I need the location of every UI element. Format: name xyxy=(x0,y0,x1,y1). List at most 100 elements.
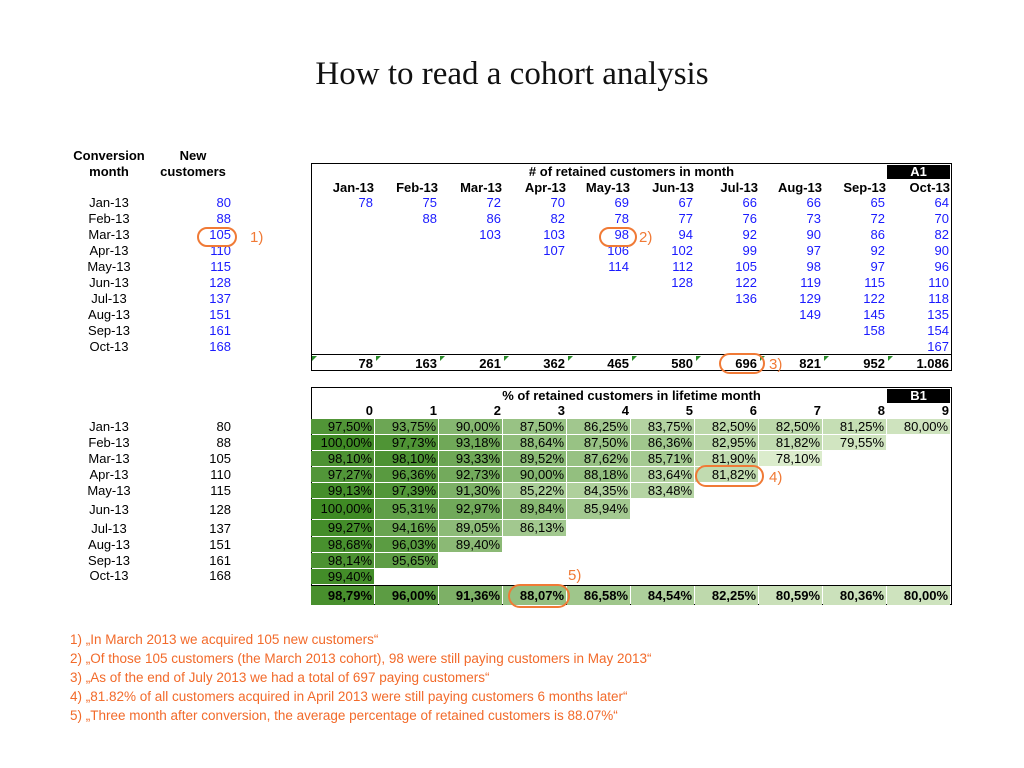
retained-count-cell: 76 xyxy=(742,211,757,226)
retention-percent-cell: 81,82% xyxy=(759,435,822,450)
retention-percent-cell: 92,73% xyxy=(439,467,502,482)
retention-percent-cell: 87,50% xyxy=(567,435,630,450)
retention-percent-cell: 97,39% xyxy=(375,483,438,498)
retained-count-cell: 119 xyxy=(800,275,821,290)
highlight-circle-5 xyxy=(508,584,570,608)
cohort-size-value: 161 xyxy=(209,553,231,568)
retention-percent-cell: 88,18% xyxy=(567,467,630,482)
new-customers-header-text: New customers xyxy=(160,148,226,179)
retention-percent-cell: 92,97% xyxy=(439,499,502,519)
table-a-total-divider xyxy=(311,354,952,355)
retention-percent-cell: 80,00% xyxy=(887,419,950,434)
retained-count-cell: 103 xyxy=(543,227,565,242)
retention-percent-cell: 93,33% xyxy=(439,451,502,466)
table-a-month-header: Feb-13 xyxy=(396,180,438,195)
retained-count-cell: 72 xyxy=(486,195,501,210)
conversion-month-label: Mar-13 xyxy=(88,227,130,242)
table-b-lifetime-header: 7 xyxy=(813,403,821,418)
retention-percent-cell: 97,73% xyxy=(375,435,438,450)
cohort-size-value: 80 xyxy=(216,419,231,434)
cohort-size-value: 115 xyxy=(210,483,231,498)
table-b-average-divider xyxy=(311,585,952,586)
average-retention-cell: 91,36% xyxy=(439,586,502,605)
retained-count-cell: 122 xyxy=(863,291,885,306)
new-customers-value: 80 xyxy=(216,195,231,210)
retained-customers-table xyxy=(311,163,952,371)
retained-count-cell: 122 xyxy=(735,275,757,290)
retained-count-cell: 154 xyxy=(927,323,949,338)
new-customers-value: 161 xyxy=(209,323,231,338)
cohort-size-value: 105 xyxy=(209,451,231,466)
conversion-month-label: Feb-13 xyxy=(88,211,130,226)
retention-percent-cell: 97,50% xyxy=(311,419,374,434)
retention-percent-cell: 83,48% xyxy=(631,483,694,498)
table-b-lifetime-header: 0 xyxy=(365,403,373,418)
error-indicator-icon xyxy=(440,356,445,361)
retained-total-cell: 465 xyxy=(607,356,629,371)
conversion-month-label: May-13 xyxy=(87,259,131,274)
table-a-month-header: Apr-13 xyxy=(524,180,566,195)
retention-percent-cell: 98,10% xyxy=(311,451,374,466)
retained-count-cell: 115 xyxy=(864,275,885,290)
retention-percent-cell: 89,05% xyxy=(439,520,502,536)
retained-count-cell: 86 xyxy=(870,227,885,242)
retained-count-cell: 72 xyxy=(870,211,885,226)
conversion-month-label: Sep-13 xyxy=(88,323,130,338)
table-b-lifetime-header: 6 xyxy=(749,403,757,418)
retained-count-cell: 94 xyxy=(678,227,693,242)
table-b-tag: B1 xyxy=(887,389,950,403)
retained-count-cell: 129 xyxy=(799,291,821,306)
retained-count-cell: 86 xyxy=(486,211,501,226)
cohort-month-label: Mar-13 xyxy=(88,451,130,466)
retention-percent-cell: 96,36% xyxy=(375,467,438,482)
cohort-month-label: Feb-13 xyxy=(88,435,130,450)
retained-total-cell: 163 xyxy=(415,356,437,371)
retention-percent-cell: 98,10% xyxy=(375,451,438,466)
retention-percent-cell: 93,18% xyxy=(439,435,502,450)
retained-count-cell: 99 xyxy=(742,243,757,258)
table-a-tag: A1 xyxy=(887,165,950,179)
retained-count-cell: 82 xyxy=(550,211,565,226)
table-a-month-header: Mar-13 xyxy=(460,180,502,195)
retained-count-cell: 128 xyxy=(671,275,693,290)
retained-count-cell: 98 xyxy=(806,259,821,274)
retention-percent-cell: 91,30% xyxy=(439,483,502,498)
highlight-circle-4 xyxy=(695,465,764,487)
cohort-size-value: 168 xyxy=(209,568,231,583)
table-a-month-header: Jul-13 xyxy=(720,180,758,195)
retained-count-cell: 158 xyxy=(863,323,885,338)
retained-count-cell: 90 xyxy=(806,227,821,242)
retention-percent-cell: 83,75% xyxy=(631,419,694,434)
retention-percent-cell: 85,94% xyxy=(567,499,630,519)
retained-count-cell: 97 xyxy=(806,243,821,258)
retention-percent-cell: 90,00% xyxy=(439,419,502,434)
retained-count-cell: 92 xyxy=(742,227,757,242)
cohort-month-label: Aug-13 xyxy=(88,537,130,552)
new-customers-value: 88 xyxy=(216,211,231,226)
retained-total-cell: 696 xyxy=(735,356,757,371)
retention-percent-cell: 99,40% xyxy=(311,569,374,584)
retained-count-cell: 69 xyxy=(614,195,629,210)
retained-count-cell: 135 xyxy=(927,307,949,322)
retention-percent-cell: 88,64% xyxy=(503,435,566,450)
retention-percent-cell: 89,84% xyxy=(503,499,566,519)
retained-count-cell: 107 xyxy=(543,243,565,258)
error-indicator-icon xyxy=(504,356,509,361)
retained-count-cell: 64 xyxy=(934,195,949,210)
table-a-month-header: Oct-13 xyxy=(909,180,950,195)
average-retention-cell: 80,59% xyxy=(759,586,822,605)
explanation-note: 3) „As of the end of July 2013 we had a … xyxy=(70,670,490,685)
retained-total-cell: 261 xyxy=(479,356,501,371)
retained-count-cell: 66 xyxy=(742,195,757,210)
retention-percent-cell: 93,75% xyxy=(375,419,438,434)
retained-total-cell: 78 xyxy=(358,356,373,371)
new-customers-value: 151 xyxy=(209,307,231,322)
highlight-circle-1 xyxy=(197,227,237,247)
retention-percent-cell: 97,27% xyxy=(311,467,374,482)
retained-total-cell: 580 xyxy=(671,356,693,371)
cohort-size-value: 151 xyxy=(209,537,231,552)
table-b-lifetime-header: 2 xyxy=(493,403,501,418)
conversion-month-label: Apr-13 xyxy=(89,243,129,258)
retention-percent-cell: 79,55% xyxy=(823,435,886,450)
annotation-marker-3: 3) xyxy=(769,356,783,373)
